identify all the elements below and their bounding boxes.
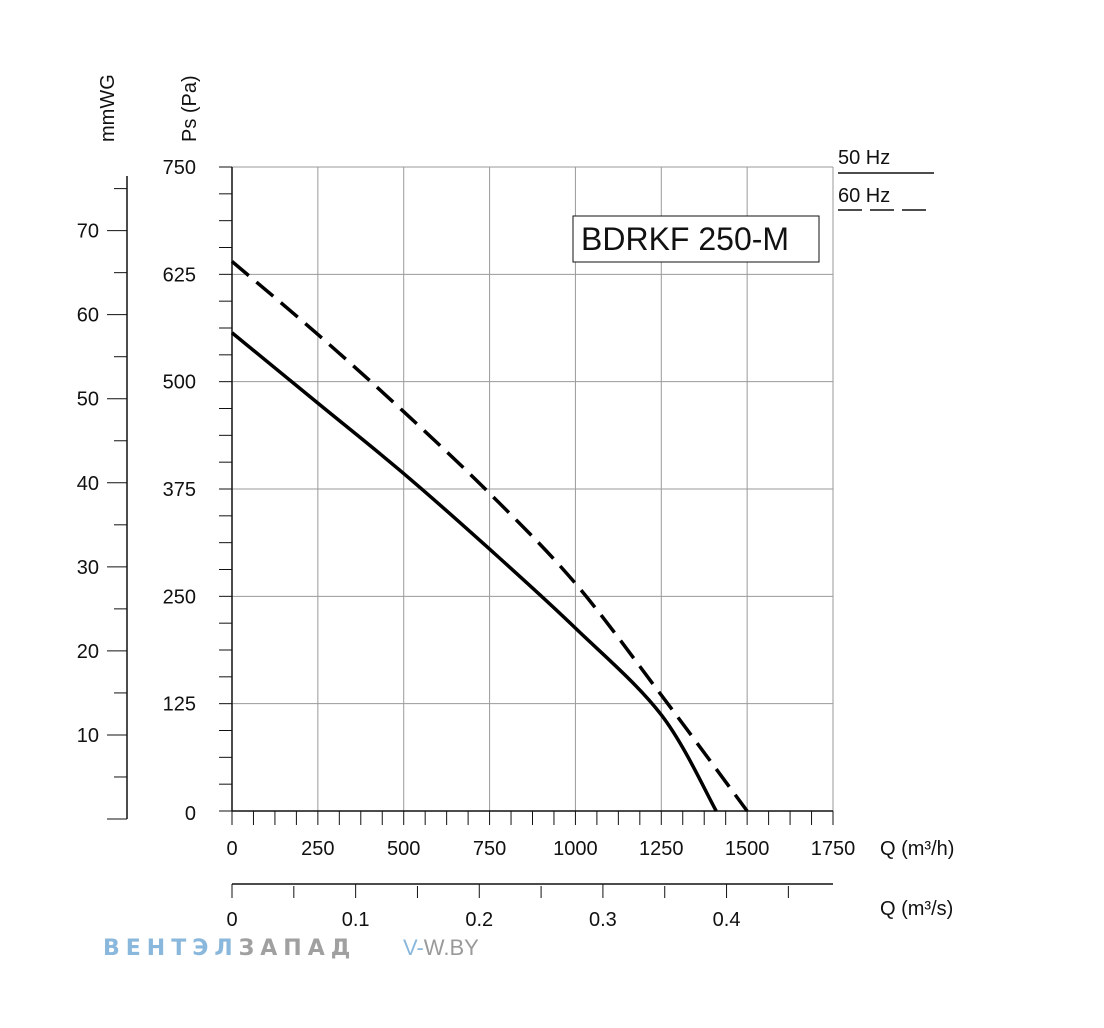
tick-label-pa-0: 0 bbox=[185, 803, 196, 825]
tick-label-m3h-2: 500 bbox=[387, 838, 420, 860]
grid bbox=[232, 166, 834, 811]
tick-label-pa-2: 250 bbox=[163, 586, 196, 608]
legend-label-60hz: 60 Hz bbox=[838, 185, 890, 207]
model-label-box: BDRKF 250-M bbox=[572, 215, 820, 263]
model-label: BDRKF 250-M bbox=[581, 221, 789, 257]
series bbox=[230, 260, 749, 813]
x-axis-title-m3h: Q (m³/h) bbox=[880, 838, 954, 860]
url-rest: W.BY bbox=[424, 935, 479, 960]
tick-label-m3s-2: 0.2 bbox=[465, 909, 493, 931]
tick-label-mmwg-3: 40 bbox=[77, 473, 99, 495]
tick-label-pa-6: 750 bbox=[163, 157, 196, 179]
tick-label-mmwg-2: 30 bbox=[77, 557, 99, 579]
tick-label-m3h-0: 0 bbox=[226, 838, 237, 860]
tick-label-m3h-5: 1250 bbox=[639, 838, 684, 860]
tick-label-mmwg-5: 60 bbox=[77, 305, 99, 327]
tick-label-m3h-7: 1750 bbox=[811, 838, 856, 860]
y-axis-title-mmwg: mmWG bbox=[97, 74, 119, 142]
tick-label-m3s-1: 0.1 bbox=[342, 909, 370, 931]
tick-label-pa-5: 625 bbox=[163, 264, 196, 286]
brand-part1: ВЕНТЭЛ bbox=[103, 936, 239, 961]
model-label-frame bbox=[572, 215, 820, 263]
tick-label-m3h-3: 750 bbox=[473, 838, 506, 860]
ticks bbox=[107, 166, 834, 898]
watermark: ВЕНТЭЛЗАПАД V-W.BY bbox=[103, 935, 479, 961]
tick-label-pa-4: 500 bbox=[163, 372, 196, 394]
tick-label-mmwg-1: 20 bbox=[77, 641, 99, 663]
x-axis-title-m3s: Q (m³/s) bbox=[880, 898, 953, 920]
watermark-url: V-W.BY bbox=[403, 935, 479, 960]
tick-label-m3s-4: 0.4 bbox=[713, 909, 741, 931]
tick-label-m3s-3: 0.3 bbox=[589, 909, 617, 931]
brand-part2: ЗАПАД bbox=[239, 936, 357, 961]
tick-label-m3s-0: 0 bbox=[226, 909, 237, 931]
tick-label-m3h-6: 1500 bbox=[725, 838, 770, 860]
watermark-brand: ВЕНТЭЛЗАПАД bbox=[103, 936, 356, 961]
tick-label-mmwg-0: 10 bbox=[77, 725, 99, 747]
y-axis-title-pa: Ps (Pa) bbox=[179, 75, 201, 142]
tick-label-mmwg-4: 50 bbox=[77, 389, 99, 411]
legend-label-50hz: 50 Hz bbox=[838, 147, 890, 169]
curve-50hz bbox=[230, 331, 718, 812]
tick-label-m3h-4: 1000 bbox=[553, 838, 598, 860]
tick-label-m3h-1: 250 bbox=[301, 838, 334, 860]
tick-label-pa-3: 375 bbox=[163, 479, 196, 501]
tick-label-mmwg-6: 70 bbox=[77, 221, 99, 243]
curve-60hz bbox=[230, 260, 749, 813]
legend: 50 Hz 60 Hz bbox=[838, 147, 934, 211]
tick-label-pa-1: 125 bbox=[163, 694, 196, 716]
url-prefix: V- bbox=[403, 935, 424, 960]
